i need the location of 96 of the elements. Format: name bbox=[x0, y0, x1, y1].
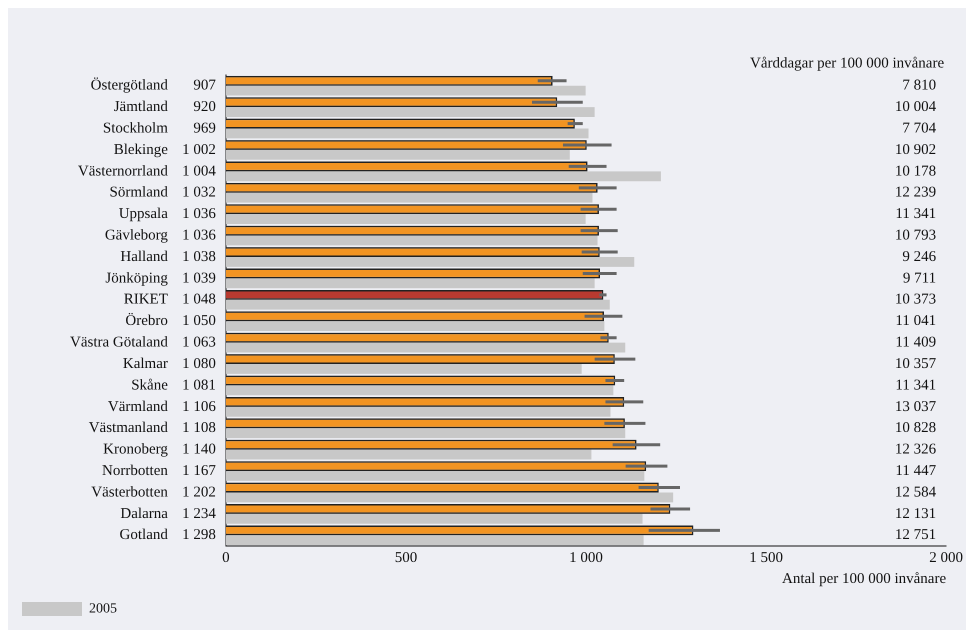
annotation: 11 341 bbox=[895, 377, 936, 394]
y-tick-label: Uppsala bbox=[118, 206, 168, 222]
bar bbox=[226, 107, 595, 117]
y-tick-label: Norrbotten bbox=[102, 463, 168, 480]
annotation: 12 584 bbox=[894, 484, 937, 500]
y-tick-label: Skåne bbox=[131, 377, 168, 394]
annotation: 12 131 bbox=[894, 506, 936, 522]
bar bbox=[226, 321, 604, 332]
bar bbox=[226, 492, 674, 502]
y-tick-label: Stockholm bbox=[102, 120, 168, 136]
annotation: 7 704 bbox=[902, 120, 937, 136]
bar bbox=[226, 256, 634, 267]
y-tick-label: Västra Götaland bbox=[70, 334, 168, 351]
bar bbox=[226, 342, 626, 352]
data-label: 1 202 bbox=[182, 484, 216, 500]
data-label: 1 140 bbox=[182, 442, 216, 458]
y-tick-label: Västmanland bbox=[88, 420, 168, 436]
annotation: 11 041 bbox=[895, 313, 936, 330]
data-label: 920 bbox=[193, 99, 216, 116]
data-label: 1 036 bbox=[182, 228, 216, 244]
bar bbox=[226, 192, 592, 203]
bar bbox=[226, 535, 644, 546]
legend-label: 2005 bbox=[89, 602, 117, 617]
y-tick-label: Västerbotten bbox=[91, 484, 168, 500]
annotation: 9 711 bbox=[902, 270, 936, 286]
data-label: 907 bbox=[193, 78, 216, 94]
text: Vårddagar per 100 000 invånare bbox=[750, 55, 944, 72]
bar bbox=[226, 385, 614, 396]
bar bbox=[226, 428, 626, 438]
annotation: 12 239 bbox=[894, 184, 936, 201]
annotation: 7 810 bbox=[902, 78, 936, 94]
x-tick-label: 1 500 bbox=[749, 550, 783, 566]
data-label: 1 036 bbox=[182, 206, 216, 222]
annotation: 11 341 bbox=[895, 206, 936, 222]
bar bbox=[226, 128, 589, 138]
annotation: 13 037 bbox=[894, 398, 937, 415]
annotation: 10 828 bbox=[894, 420, 936, 436]
y-tick-label: RIKET bbox=[124, 292, 168, 308]
bar bbox=[226, 364, 582, 374]
bar bbox=[226, 514, 643, 524]
x-tick-label: 500 bbox=[394, 550, 418, 566]
data-label: 1 080 bbox=[182, 356, 216, 372]
data-label: 1 050 bbox=[182, 313, 216, 330]
annotation: 10 373 bbox=[894, 292, 936, 308]
y-tick-label: Jönköping bbox=[105, 270, 168, 286]
bar bbox=[226, 300, 610, 310]
y-tick-label: Kronoberg bbox=[103, 442, 168, 458]
y-tick-label: Gävleborg bbox=[104, 228, 168, 244]
x-tick-label: 2 000 bbox=[929, 550, 963, 566]
y-tick-label: Jämtland bbox=[114, 99, 168, 116]
data-label: 969 bbox=[193, 120, 216, 136]
bar bbox=[226, 236, 598, 246]
y-tick-label: Östergötland bbox=[90, 76, 168, 94]
annotation: 10 902 bbox=[894, 142, 936, 158]
bar bbox=[226, 86, 586, 96]
y-tick-label: Västernorrland bbox=[78, 163, 168, 180]
annotation: 9 246 bbox=[902, 248, 937, 265]
annotation: 12 751 bbox=[894, 527, 936, 544]
y-tick-label: Dalarna bbox=[120, 506, 168, 522]
annotation: 11 409 bbox=[895, 334, 936, 351]
data-label: 1 039 bbox=[182, 270, 216, 286]
bar bbox=[226, 171, 661, 182]
data-label: 1 002 bbox=[182, 142, 216, 158]
data-label: 1 063 bbox=[182, 334, 216, 351]
bar bbox=[226, 150, 570, 160]
data-label: 1 167 bbox=[182, 463, 216, 480]
data-label: 1 032 bbox=[182, 184, 216, 201]
y-tick-label: Värmland bbox=[108, 398, 168, 415]
data-label: 1 234 bbox=[182, 506, 216, 522]
data-label: 1 106 bbox=[182, 398, 216, 415]
data-label: 1 298 bbox=[182, 527, 216, 544]
annotation: 10 793 bbox=[894, 228, 936, 244]
y-tick-label: Gotland bbox=[120, 527, 168, 544]
x-axis-title: Antal per 100 000 invånare bbox=[782, 570, 946, 587]
y-tick-label: Örebro bbox=[125, 312, 168, 330]
data-label: 1 081 bbox=[182, 377, 216, 394]
data-label: 1 048 bbox=[182, 292, 216, 308]
bar bbox=[226, 406, 610, 417]
y-tick-label: Halland bbox=[120, 248, 168, 265]
annotation: 11 447 bbox=[895, 463, 937, 480]
annotation: 10 357 bbox=[894, 356, 937, 372]
bar bbox=[226, 471, 644, 481]
annotation: 10 178 bbox=[894, 163, 936, 180]
x-tick-label: 1 000 bbox=[569, 550, 603, 566]
data-label: 1 038 bbox=[182, 248, 216, 265]
data-label: 1 108 bbox=[182, 420, 216, 436]
y-tick-label: Blekinge bbox=[114, 142, 168, 158]
annotation: 10 004 bbox=[894, 99, 937, 116]
bar bbox=[226, 278, 595, 288]
data-label: 1 004 bbox=[182, 163, 216, 180]
bar bbox=[226, 214, 586, 224]
y-tick-label: Kalmar bbox=[122, 356, 168, 372]
bar bbox=[226, 450, 592, 460]
y-tick-label: Sörmland bbox=[110, 184, 168, 201]
x-tick-label: 0 bbox=[222, 550, 230, 566]
annotation: 12 326 bbox=[894, 442, 937, 458]
